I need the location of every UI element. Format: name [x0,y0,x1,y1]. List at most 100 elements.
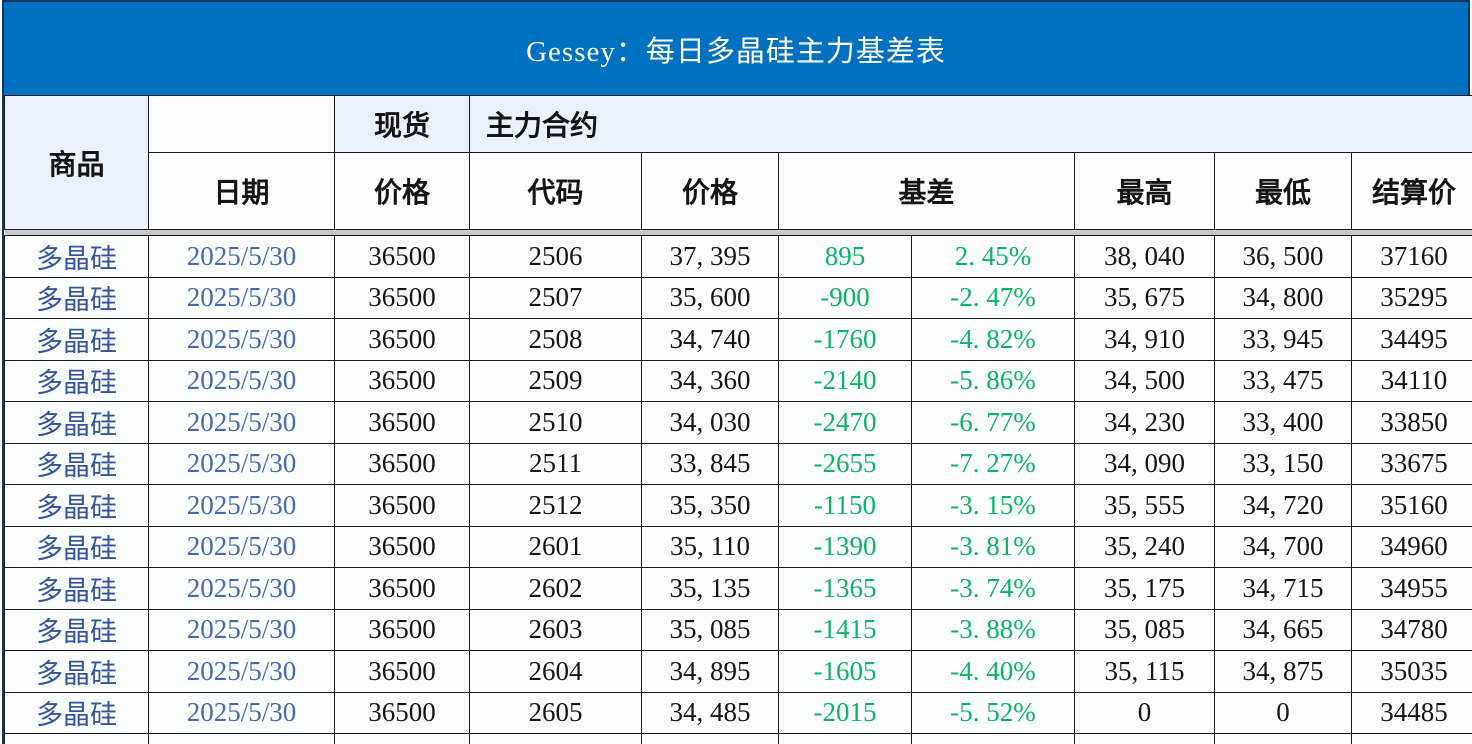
cell-code: 2511 [469,442,642,485]
cell-spot-price: 36500 [334,691,470,734]
col-header-code: 代码 [469,152,642,230]
cell-date: 2025/5/30 [148,567,335,610]
cell-commodity: 多晶硅 [4,608,149,651]
cell-price: 35, 600 [641,276,779,319]
header-group-row: 商品 现货 主力合约 [4,95,1472,230]
cell-basis-pct: -3. 88% [911,608,1075,651]
cell-commodity: 多晶硅 [4,525,149,568]
table-row: 多晶硅 2025/5/30 36500 2512 35, 350 -1150 -3. 15%… [4,484,1472,527]
table-row: 多晶硅 2025/5/30 36500 2603 35, 085 -1415 -3. 88%… [4,608,1472,651]
cell-low: 33, 475 [1214,359,1352,402]
cell-code: 2603 [469,608,642,651]
cell-price: 37, 395 [641,235,779,278]
cell-basis-pct: -3. 15% [911,484,1075,527]
table-row-partial [4,733,1472,744]
cell-low: 34, 720 [1214,484,1352,527]
col-header-low: 最低 [1214,152,1352,230]
cell-low: 34, 715 [1214,567,1352,610]
cell-low: 33, 150 [1214,442,1352,485]
cell-settlement: 34110 [1350,359,1472,402]
table-title-bar: Gessey：每日多晶硅主力基差表 [4,2,1468,95]
cell-commodity: 多晶硅 [4,484,149,527]
cell-high: 34, 500 [1074,359,1215,402]
table-row: 多晶硅 2025/5/30 36500 2506 37, 395 895 2. 45% 38,… [4,235,1472,278]
cell-code [469,733,642,744]
cell-price: 35, 135 [641,567,779,610]
cell-date: 2025/5/30 [148,484,335,527]
cell-basis-pct: -3. 74% [911,567,1075,610]
table-row: 多晶硅 2025/5/30 36500 2511 33, 845 -2655 -7. 27%… [4,442,1472,485]
col-group-main-contract: 主力合约 [468,95,1472,153]
cell-commodity: 多晶硅 [4,442,149,485]
cell-high: 35, 555 [1074,484,1215,527]
col-header-settlement: 结算价 [1350,152,1472,230]
cell-low: 33, 400 [1214,401,1352,444]
cell-basis-pct [911,733,1075,744]
col-header-price: 价格 [641,152,779,230]
cell-commodity: 多晶硅 [4,235,149,278]
cell-date: 2025/5/30 [148,650,335,693]
cell-price: 34, 360 [641,359,779,402]
cell-low: 0 [1214,691,1352,734]
cell-high: 35, 085 [1074,608,1215,651]
cell-date: 2025/5/30 [148,525,335,568]
cell-code: 2510 [469,401,642,444]
cell-price: 34, 895 [641,650,779,693]
cell-basis-pct: -5. 52% [911,691,1075,734]
cell-settlement: 35295 [1350,276,1472,319]
cell-basis: -1605 [778,650,912,693]
cell-low: 33, 945 [1214,318,1352,361]
cell-price: 34, 740 [641,318,779,361]
cell-date: 2025/5/30 [148,442,335,485]
cell-high: 34, 910 [1074,318,1215,361]
cell-low: 36, 500 [1214,235,1352,278]
col-group-spot: 现货 [334,95,470,153]
cell-code: 2507 [469,276,642,319]
cell-high: 34, 230 [1074,401,1215,444]
cell-date: 2025/5/30 [148,691,335,734]
cell-low [1214,733,1352,744]
cell-basis: -2655 [778,442,912,485]
col-header-high: 最高 [1074,152,1215,230]
cell-basis [778,733,912,744]
cell-high [1074,733,1215,744]
cell-settlement: 33850 [1350,401,1472,444]
col-header-date: 日期 [148,152,335,230]
table-row: 多晶硅 2025/5/30 36500 2602 35, 135 -1365 -3. 74%… [4,567,1472,610]
cell-basis-pct: -5. 86% [911,359,1075,402]
cell-price [641,733,779,744]
cell-commodity: 多晶硅 [4,567,149,610]
cell-basis: -1760 [778,318,912,361]
table-body: 多晶硅 2025/5/30 36500 2506 37, 395 895 2. 45% 38,… [4,235,1472,744]
cell-date: 2025/5/30 [148,276,335,319]
cell-settlement: 34485 [1350,691,1472,734]
cell-low: 34, 875 [1214,650,1352,693]
cell-commodity: 多晶硅 [4,691,149,734]
cell-basis-pct: -3. 81% [911,525,1075,568]
cell-spot-price [334,733,470,744]
cell-settlement: 34955 [1350,567,1472,610]
cell-price: 34, 030 [641,401,779,444]
cell-basis-pct: 2. 45% [911,235,1075,278]
cell-low: 34, 665 [1214,608,1352,651]
cell-basis: -900 [778,276,912,319]
cell-code: 2601 [469,525,642,568]
cell-basis-pct: -7. 27% [911,442,1075,485]
cell-commodity: 多晶硅 [4,276,149,319]
cell-code: 2506 [469,235,642,278]
cell-spot-price: 36500 [334,442,470,485]
cell-price: 35, 350 [641,484,779,527]
cell-date: 2025/5/30 [148,235,335,278]
cell-price: 34, 485 [641,691,779,734]
cell-date: 2025/5/30 [148,318,335,361]
cell-date: 2025/5/30 [148,359,335,402]
cell-settlement: 37160 [1350,235,1472,278]
cell-spot-price: 36500 [334,650,470,693]
col-header-commodity: 商品 [4,95,149,230]
cell-basis-pct: -2. 47% [911,276,1075,319]
table-row: 多晶硅 2025/5/30 36500 2509 34, 360 -2140 -5. 86%… [4,359,1472,402]
cell-basis-pct: -4. 82% [911,318,1075,361]
cell-code: 2604 [469,650,642,693]
cell-spot-price: 36500 [334,318,470,361]
